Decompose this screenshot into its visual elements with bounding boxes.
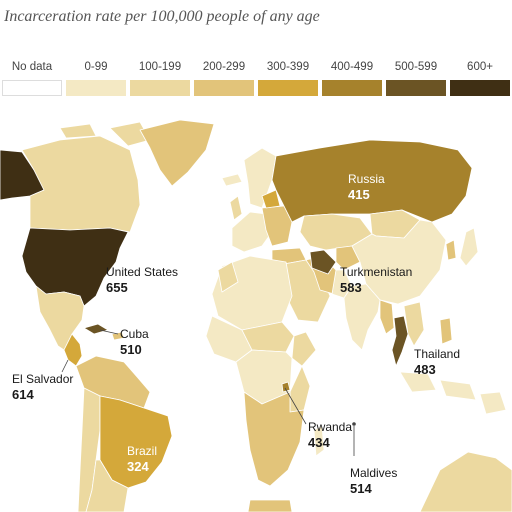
legend-item-300-399: 300-399	[258, 58, 318, 96]
leader-line-cuba	[99, 329, 119, 335]
region-rwanda	[281, 381, 291, 393]
callout-country-name: Thailand	[414, 347, 461, 361]
leader-line-el-salvador	[61, 359, 69, 373]
region-arctic-islands	[59, 123, 97, 139]
legend-label: 400-499	[330, 61, 374, 73]
legend-label: 100-199	[138, 61, 182, 73]
callout-russia: Russia 415	[348, 172, 385, 202]
region-indonesia	[399, 371, 437, 393]
legend-item-0-99: 0-99	[66, 58, 126, 96]
callout-el-salvador: El Salvador 614	[12, 372, 73, 402]
legend-label: No data	[11, 61, 53, 73]
region-philippines	[439, 317, 453, 345]
callout-value: 510	[120, 342, 142, 357]
region-russia	[271, 139, 473, 223]
callout-value: 655	[106, 280, 128, 295]
legend-item-400-499: 400-499	[322, 58, 382, 96]
legend-swatch	[130, 80, 190, 96]
callout-value: 483	[414, 362, 436, 377]
callout-turkmenistan: Turkmenistan 583	[340, 265, 412, 295]
region-iceland	[221, 173, 243, 187]
callout-value: 324	[127, 459, 149, 474]
region-east-africa	[289, 365, 311, 413]
callout-country-name: Russia	[348, 172, 385, 186]
region-madagascar	[313, 425, 325, 457]
region-southern-cone	[85, 459, 129, 512]
region-sahel	[241, 321, 295, 353]
legend-swatch	[258, 80, 318, 96]
callout-brazil: Brazil 324	[127, 444, 157, 474]
leader-line-rwanda	[284, 387, 307, 425]
callout-country-name: Brazil	[127, 444, 158, 458]
region-caribbean	[111, 331, 125, 341]
region-papua	[479, 391, 507, 415]
callout-country-name: Maldives	[350, 466, 398, 480]
callout-value: 415	[348, 187, 370, 202]
callout-rwanda: Rwanda 434	[308, 420, 352, 450]
legend-swatch	[2, 80, 62, 96]
legend-label: 200-299	[202, 61, 246, 73]
region-western-europe	[231, 211, 273, 253]
region-greenland	[139, 119, 215, 187]
region-turkmenistan	[309, 249, 337, 275]
legend-label: 500-599	[394, 61, 438, 73]
region-morocco	[217, 261, 239, 293]
world-map	[0, 119, 512, 512]
legend-swatch	[194, 80, 254, 96]
callout-cuba: Cuba 510	[120, 327, 149, 357]
region-cuba	[83, 323, 109, 335]
region-india	[343, 283, 381, 351]
callout-value: 583	[340, 280, 362, 295]
callout-thailand: Thailand 483	[414, 347, 460, 377]
callout-country-name: United States	[106, 265, 179, 279]
legend-label: 300-399	[266, 61, 310, 73]
region-central-asia	[335, 245, 361, 271]
region-indochina	[403, 301, 425, 347]
callout-united-states: United States 655	[106, 265, 178, 295]
legend-item-600-plus: 600+	[450, 58, 510, 96]
callout-country-name: Turkmenistan	[340, 265, 413, 279]
region-myanmar	[379, 299, 395, 335]
legend-swatch	[66, 80, 126, 96]
callout-country-name: Cuba	[120, 327, 149, 341]
region-indonesia-east	[439, 379, 477, 401]
callout-maldives: Maldives 514	[350, 466, 397, 496]
region-thailand	[391, 315, 409, 367]
region-australia	[419, 451, 512, 512]
legend-label: 0-99	[84, 61, 108, 73]
region-japan	[459, 227, 479, 267]
legend-item-200-299: 200-299	[194, 58, 254, 96]
region-uk	[229, 195, 243, 221]
legend-item-no-data: No data	[2, 58, 62, 96]
region-brazil	[99, 395, 173, 489]
region-korea	[445, 239, 457, 261]
legend-swatch	[322, 80, 382, 96]
legend-item-100-199: 100-199	[130, 58, 190, 96]
callout-value: 514	[350, 481, 372, 496]
legend-label: 600+	[467, 61, 493, 73]
legend-swatch	[386, 80, 446, 96]
callout-value: 434	[308, 435, 330, 450]
map-legend: No data 0-99 100-199 200-299 300-399 400…	[0, 58, 512, 100]
region-horn-of-africa	[291, 331, 317, 367]
map-title: Incarceration rate per 100,000 people of…	[4, 8, 320, 25]
region-baltics	[261, 189, 281, 209]
region-south-edge	[247, 499, 293, 512]
legend-item-500-599: 500-599	[386, 58, 446, 96]
region-united-states	[21, 227, 129, 307]
callout-country-name: Rwanda	[308, 420, 353, 434]
maldives-marker	[352, 422, 356, 426]
legend-swatch	[450, 80, 510, 96]
callout-country-name: El Salvador	[12, 372, 74, 386]
callout-value: 614	[12, 387, 34, 402]
region-southern-africa	[243, 391, 305, 487]
